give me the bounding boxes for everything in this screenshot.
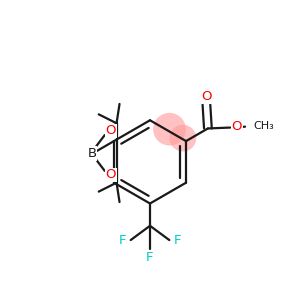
Text: O: O <box>105 124 116 137</box>
Text: F: F <box>118 234 126 247</box>
Text: F: F <box>146 251 154 264</box>
Circle shape <box>169 125 196 152</box>
Text: O: O <box>105 169 116 182</box>
Text: F: F <box>174 234 182 247</box>
Text: CH₃: CH₃ <box>254 121 274 131</box>
Text: O: O <box>232 120 242 133</box>
Text: B: B <box>87 147 96 160</box>
Circle shape <box>153 113 186 146</box>
Text: O: O <box>201 90 212 104</box>
